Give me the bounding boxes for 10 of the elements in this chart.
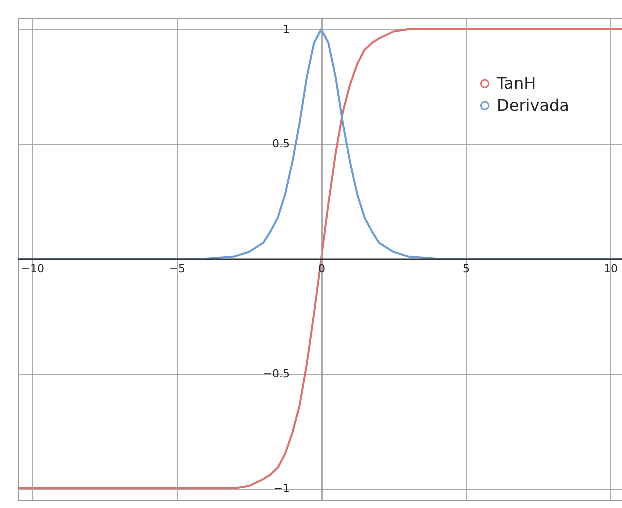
y-tick-label: −1	[274, 482, 290, 496]
legend-label: Derivada	[497, 96, 570, 115]
x-tick-label: −5	[169, 262, 186, 276]
x-tick-label: 10	[604, 262, 618, 276]
x-tick-label: 5	[462, 262, 470, 276]
legend-label: TanH	[496, 74, 536, 93]
y-tick-label: 0.5	[272, 138, 290, 151]
y-tick-label: 1	[282, 22, 290, 36]
x-tick-label: −10	[21, 262, 45, 276]
y-tick-label: −0.5	[263, 367, 290, 380]
